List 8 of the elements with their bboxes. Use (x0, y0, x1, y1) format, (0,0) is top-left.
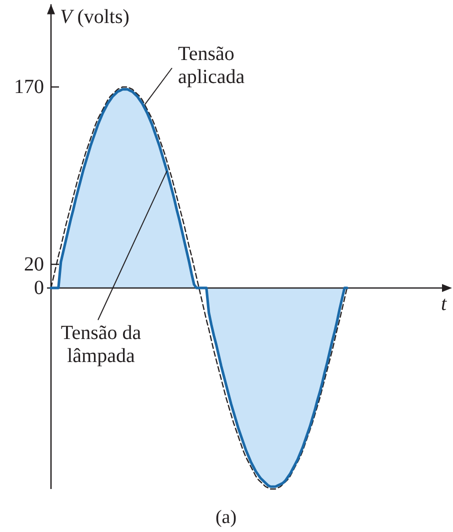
series-label: Tensão aplicada (178, 43, 245, 88)
y-axis-title: V (volts) (60, 6, 130, 28)
x-axis-title: t (441, 293, 447, 315)
y-tick-label: 170 (14, 76, 44, 98)
series-label: Tensão da lâmpada (60, 322, 142, 367)
y-tick-label: 0 (34, 276, 44, 299)
text: (a) (215, 507, 237, 528)
y-tick-label: 20 (24, 253, 44, 276)
